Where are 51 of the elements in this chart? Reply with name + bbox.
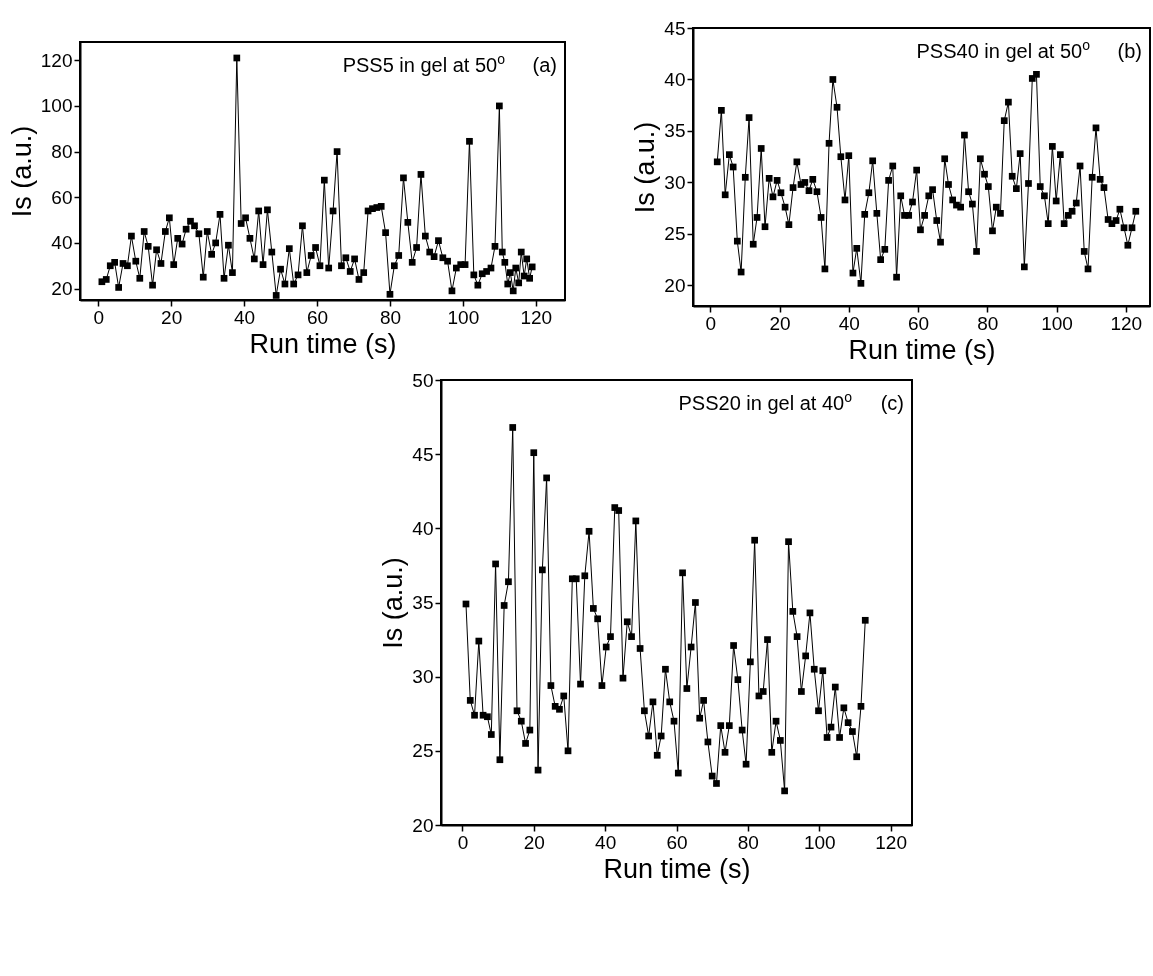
y-tick-label: 45 bbox=[412, 443, 434, 465]
y-tick-label: 40 bbox=[664, 68, 686, 90]
x-tick-label: 100 bbox=[803, 831, 836, 853]
x-tick-label: 40 bbox=[234, 306, 256, 328]
annotation: PSS40 in gel at 50$^{o}$ bbox=[916, 37, 1091, 62]
y-tick-label: 50 bbox=[412, 369, 434, 391]
y-tick-label: 30 bbox=[664, 171, 686, 193]
x-tick-label: 120 bbox=[875, 831, 907, 853]
x-tick-label: 100 bbox=[1041, 312, 1073, 334]
annotation: (b) bbox=[1117, 40, 1142, 62]
x-tick-label: 20 bbox=[769, 312, 791, 334]
x-tick-label: 80 bbox=[379, 306, 402, 328]
y-tick-label: 25 bbox=[664, 223, 686, 245]
x-tick-label: 0 bbox=[93, 306, 105, 328]
y-tick-label: 45 bbox=[664, 17, 686, 39]
y-axis-title: Is (a.u.) bbox=[6, 125, 37, 218]
x-tick-label: 80 bbox=[737, 831, 759, 853]
y-tick-label: 40 bbox=[51, 232, 73, 254]
x-tick-label: 20 bbox=[161, 306, 183, 328]
x-tick-label: 40 bbox=[595, 831, 617, 853]
annotation: PSS20 in gel at 40$^{o}$ bbox=[678, 389, 853, 414]
y-tick-label: 120 bbox=[40, 49, 73, 71]
y-tick-label: 60 bbox=[51, 186, 73, 208]
x-axis-title: Run time (s) bbox=[249, 328, 397, 359]
x-tick-label: 0 bbox=[705, 312, 717, 334]
y-tick-label: 100 bbox=[40, 95, 73, 117]
x-tick-label: 0 bbox=[457, 831, 469, 853]
y-tick-label: 35 bbox=[664, 120, 686, 142]
y-axis-title: Is (a.u.) bbox=[378, 557, 409, 649]
y-tick-label: 40 bbox=[412, 517, 434, 539]
y-tick-label: 80 bbox=[51, 141, 73, 163]
annotation: (a) bbox=[532, 54, 557, 76]
annotation: PSS5 in gel at 50$^{o}$ bbox=[342, 51, 506, 76]
x-axis-title: Run time (s) bbox=[848, 334, 996, 365]
annotation: (c) bbox=[880, 392, 904, 414]
y-tick-label: 20 bbox=[664, 274, 686, 296]
y-axis-title: Is (a.u.) bbox=[630, 121, 661, 214]
x-tick-label: 100 bbox=[447, 306, 480, 328]
x-tick-label: 60 bbox=[306, 306, 329, 328]
y-tick-label: 20 bbox=[51, 278, 73, 300]
y-tick-label: 20 bbox=[412, 814, 434, 836]
y-tick-label: 35 bbox=[412, 592, 434, 613]
x-tick-label: 20 bbox=[523, 831, 545, 853]
y-tick-label: 30 bbox=[412, 666, 434, 688]
x-tick-label: 40 bbox=[838, 312, 860, 334]
x-tick-label: 120 bbox=[1110, 312, 1143, 334]
x-axis-title: Run time (s) bbox=[603, 853, 751, 884]
x-tick-label: 60 bbox=[907, 312, 930, 334]
x-tick-label: 120 bbox=[520, 306, 553, 328]
x-tick-label: 80 bbox=[977, 312, 999, 334]
y-tick-label: 25 bbox=[412, 740, 434, 762]
